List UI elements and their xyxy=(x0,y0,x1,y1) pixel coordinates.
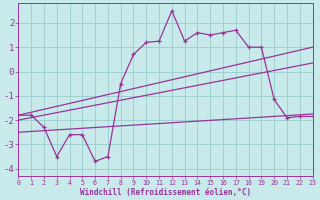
X-axis label: Windchill (Refroidissement éolien,°C): Windchill (Refroidissement éolien,°C) xyxy=(80,188,251,197)
